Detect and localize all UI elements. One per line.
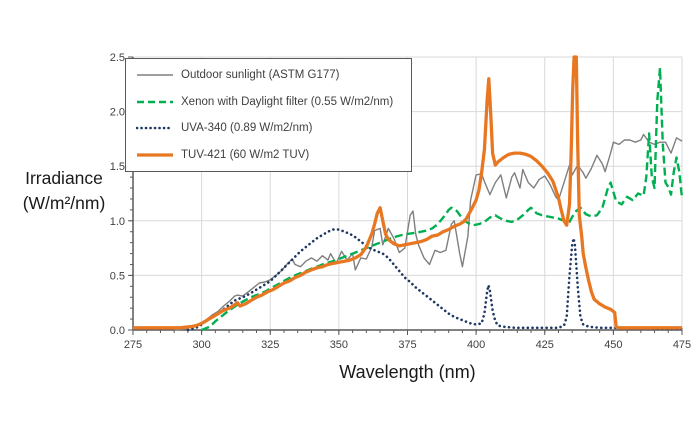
y-tick-label: 2.0: [110, 107, 125, 119]
x-tick-label: 475: [673, 339, 691, 351]
series-line-tuv-421-60-w-m2-tuv: [133, 55, 682, 330]
legend-item-tuv-421-60-w-m2-tuv: TUV-421 (60 W/m2 TUV): [136, 143, 407, 167]
y-axis-label-line2: (W/m²/nm): [22, 193, 106, 214]
y-tick-label: 0.5: [110, 270, 125, 282]
legend-label: UVA-340 (0.89 W/m2/nm): [181, 122, 313, 135]
legend-line-swatch: [137, 152, 173, 157]
legend-line-swatch: [136, 126, 174, 130]
legend-label: TUV-421 (60 W/m2 TUV): [181, 148, 310, 161]
x-tick-label: 425: [536, 339, 554, 351]
x-tick-label: 325: [261, 339, 279, 351]
series-line-uva-340-0-89-w-m2-nm: [186, 228, 684, 332]
y-tick-label: 1.0: [110, 216, 125, 228]
legend-label: Outdoor sunlight (ASTM G177): [181, 69, 340, 82]
x-axis-label: Wavelength (nm): [339, 362, 476, 382]
legend-item-uva-340-0-89-w-m2-nm: UVA-340 (0.89 W/m2/nm): [136, 116, 407, 140]
series-line-xenon-with-daylight-filter-0-5: [201, 66, 684, 332]
x-tick-label: 275: [124, 339, 142, 351]
y-tick-label: 1.5: [110, 161, 125, 173]
y-tick-label: 2.5: [110, 52, 125, 64]
x-tick-label: 450: [604, 339, 622, 351]
x-tick-label: 375: [398, 339, 416, 351]
legend-label: Xenon with Daylight filter (0.55 W/m2/nm…: [181, 95, 394, 108]
x-tick-label: 400: [467, 339, 485, 351]
legend-item-outdoor-sunlight-astm-g177: Outdoor sunlight (ASTM G177): [136, 63, 407, 87]
y-axis-label: Irradiance (W/m²/nm): [0, 166, 128, 217]
x-tick-label: 350: [330, 339, 348, 351]
legend-line-swatch: [137, 74, 173, 77]
legend-item-xenon-with-daylight-filter-0-5: Xenon with Daylight filter (0.55 W/m2/nm…: [136, 90, 407, 114]
legend-line-swatch: [137, 100, 173, 103]
y-tick-label: 0.0: [110, 325, 125, 337]
legend: Outdoor sunlight (ASTM G177) Xenon with D…: [125, 58, 412, 172]
x-tick-label: 300: [192, 339, 210, 351]
y-axis-label-line1: Irradiance: [25, 168, 103, 188]
